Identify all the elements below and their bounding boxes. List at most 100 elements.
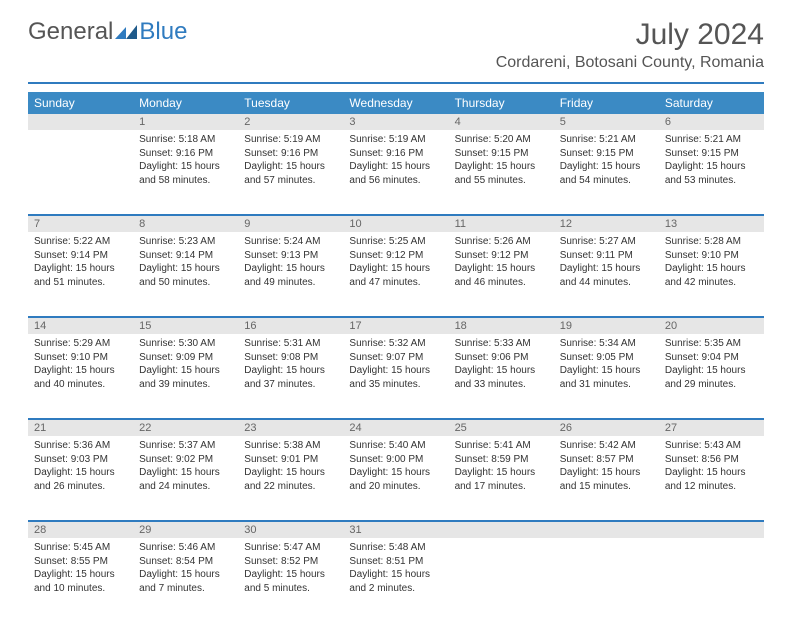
day-number: 20: [659, 317, 764, 334]
sunset-text: Sunset: 8:51 PM: [349, 555, 442, 569]
day-cell: Sunrise: 5:46 AMSunset: 8:54 PMDaylight:…: [133, 538, 238, 623]
sunset-text: Sunset: 9:05 PM: [560, 351, 653, 365]
sunrise-text: Sunrise: 5:38 AM: [244, 439, 337, 453]
content-row: Sunrise: 5:18 AMSunset: 9:16 PMDaylight:…: [28, 130, 764, 215]
daylight-text: Daylight: 15 hours and 2 minutes.: [349, 568, 442, 595]
sunrise-text: Sunrise: 5:31 AM: [244, 337, 337, 351]
daylight-text: Daylight: 15 hours and 17 minutes.: [455, 466, 548, 493]
day-number: [449, 521, 554, 538]
sunset-text: Sunset: 9:03 PM: [34, 453, 127, 467]
day-number: 2: [238, 114, 343, 130]
sunset-text: Sunset: 9:04 PM: [665, 351, 758, 365]
day-number: 27: [659, 419, 764, 436]
daylight-text: Daylight: 15 hours and 42 minutes.: [665, 262, 758, 289]
calendar-table: Sunday Monday Tuesday Wednesday Thursday…: [28, 92, 764, 623]
title-underline: [28, 82, 764, 84]
daylight-text: Daylight: 15 hours and 7 minutes.: [139, 568, 232, 595]
day-number: 4: [449, 114, 554, 130]
sunrise-text: Sunrise: 5:20 AM: [455, 133, 548, 147]
daynum-row: 28293031: [28, 521, 764, 538]
day-cell: Sunrise: 5:23 AMSunset: 9:14 PMDaylight:…: [133, 232, 238, 317]
day-number: 23: [238, 419, 343, 436]
weekday-header: Thursday: [449, 92, 554, 114]
sunset-text: Sunset: 9:06 PM: [455, 351, 548, 365]
daylight-text: Daylight: 15 hours and 57 minutes.: [244, 160, 337, 187]
daylight-text: Daylight: 15 hours and 51 minutes.: [34, 262, 127, 289]
day-cell: Sunrise: 5:41 AMSunset: 8:59 PMDaylight:…: [449, 436, 554, 521]
content-row: Sunrise: 5:29 AMSunset: 9:10 PMDaylight:…: [28, 334, 764, 419]
day-cell: Sunrise: 5:33 AMSunset: 9:06 PMDaylight:…: [449, 334, 554, 419]
sunset-text: Sunset: 9:10 PM: [34, 351, 127, 365]
day-cell: Sunrise: 5:42 AMSunset: 8:57 PMDaylight:…: [554, 436, 659, 521]
sunrise-text: Sunrise: 5:29 AM: [34, 337, 127, 351]
day-cell: Sunrise: 5:34 AMSunset: 9:05 PMDaylight:…: [554, 334, 659, 419]
sunrise-text: Sunrise: 5:34 AM: [560, 337, 653, 351]
day-cell: Sunrise: 5:21 AMSunset: 9:15 PMDaylight:…: [659, 130, 764, 215]
sunrise-text: Sunrise: 5:42 AM: [560, 439, 653, 453]
day-cell: Sunrise: 5:38 AMSunset: 9:01 PMDaylight:…: [238, 436, 343, 521]
weekday-header: Wednesday: [343, 92, 448, 114]
day-cell: Sunrise: 5:21 AMSunset: 9:15 PMDaylight:…: [554, 130, 659, 215]
day-cell: [554, 538, 659, 623]
daylight-text: Daylight: 15 hours and 49 minutes.: [244, 262, 337, 289]
day-number: 17: [343, 317, 448, 334]
daylight-text: Daylight: 15 hours and 54 minutes.: [560, 160, 653, 187]
sunset-text: Sunset: 9:08 PM: [244, 351, 337, 365]
daylight-text: Daylight: 15 hours and 12 minutes.: [665, 466, 758, 493]
daylight-text: Daylight: 15 hours and 10 minutes.: [34, 568, 127, 595]
daylight-text: Daylight: 15 hours and 5 minutes.: [244, 568, 337, 595]
day-number: [28, 114, 133, 130]
weekday-header: Tuesday: [238, 92, 343, 114]
daylight-text: Daylight: 15 hours and 24 minutes.: [139, 466, 232, 493]
sunset-text: Sunset: 8:54 PM: [139, 555, 232, 569]
sunrise-text: Sunrise: 5:47 AM: [244, 541, 337, 555]
content-row: Sunrise: 5:22 AMSunset: 9:14 PMDaylight:…: [28, 232, 764, 317]
sunrise-text: Sunrise: 5:28 AM: [665, 235, 758, 249]
daylight-text: Daylight: 15 hours and 33 minutes.: [455, 364, 548, 391]
sunset-text: Sunset: 8:59 PM: [455, 453, 548, 467]
title-block: July 2024 Cordareni, Botosani County, Ro…: [496, 18, 764, 72]
logo-mark-icon: [115, 23, 137, 41]
sunrise-text: Sunrise: 5:30 AM: [139, 337, 232, 351]
sunset-text: Sunset: 8:56 PM: [665, 453, 758, 467]
day-cell: Sunrise: 5:47 AMSunset: 8:52 PMDaylight:…: [238, 538, 343, 623]
sunrise-text: Sunrise: 5:36 AM: [34, 439, 127, 453]
weekday-header: Friday: [554, 92, 659, 114]
sunset-text: Sunset: 9:07 PM: [349, 351, 442, 365]
day-cell: Sunrise: 5:31 AMSunset: 9:08 PMDaylight:…: [238, 334, 343, 419]
sunset-text: Sunset: 9:09 PM: [139, 351, 232, 365]
day-cell: Sunrise: 5:24 AMSunset: 9:13 PMDaylight:…: [238, 232, 343, 317]
daylight-text: Daylight: 15 hours and 40 minutes.: [34, 364, 127, 391]
day-cell: Sunrise: 5:29 AMSunset: 9:10 PMDaylight:…: [28, 334, 133, 419]
day-cell: Sunrise: 5:37 AMSunset: 9:02 PMDaylight:…: [133, 436, 238, 521]
sunrise-text: Sunrise: 5:24 AM: [244, 235, 337, 249]
daylight-text: Daylight: 15 hours and 37 minutes.: [244, 364, 337, 391]
location-label: Cordareni, Botosani County, Romania: [496, 54, 764, 72]
day-cell: Sunrise: 5:27 AMSunset: 9:11 PMDaylight:…: [554, 232, 659, 317]
daylight-text: Daylight: 15 hours and 26 minutes.: [34, 466, 127, 493]
daylight-text: Daylight: 15 hours and 31 minutes.: [560, 364, 653, 391]
sunset-text: Sunset: 9:10 PM: [665, 249, 758, 263]
day-number: 19: [554, 317, 659, 334]
day-cell: Sunrise: 5:20 AMSunset: 9:15 PMDaylight:…: [449, 130, 554, 215]
day-cell: [28, 130, 133, 215]
day-number: 25: [449, 419, 554, 436]
day-number: 6: [659, 114, 764, 130]
sunrise-text: Sunrise: 5:19 AM: [244, 133, 337, 147]
day-cell: Sunrise: 5:36 AMSunset: 9:03 PMDaylight:…: [28, 436, 133, 521]
header: General Blue July 2024 Cordareni, Botosa…: [0, 0, 792, 78]
weekday-header: Monday: [133, 92, 238, 114]
day-number: 13: [659, 215, 764, 232]
content-row: Sunrise: 5:36 AMSunset: 9:03 PMDaylight:…: [28, 436, 764, 521]
day-number: 8: [133, 215, 238, 232]
day-cell: [449, 538, 554, 623]
weekday-header: Sunday: [28, 92, 133, 114]
day-number: 24: [343, 419, 448, 436]
daylight-text: Daylight: 15 hours and 53 minutes.: [665, 160, 758, 187]
month-title: July 2024: [496, 18, 764, 52]
daylight-text: Daylight: 15 hours and 15 minutes.: [560, 466, 653, 493]
weekday-header-row: Sunday Monday Tuesday Wednesday Thursday…: [28, 92, 764, 114]
sunrise-text: Sunrise: 5:21 AM: [665, 133, 758, 147]
day-number: [554, 521, 659, 538]
day-number: 5: [554, 114, 659, 130]
